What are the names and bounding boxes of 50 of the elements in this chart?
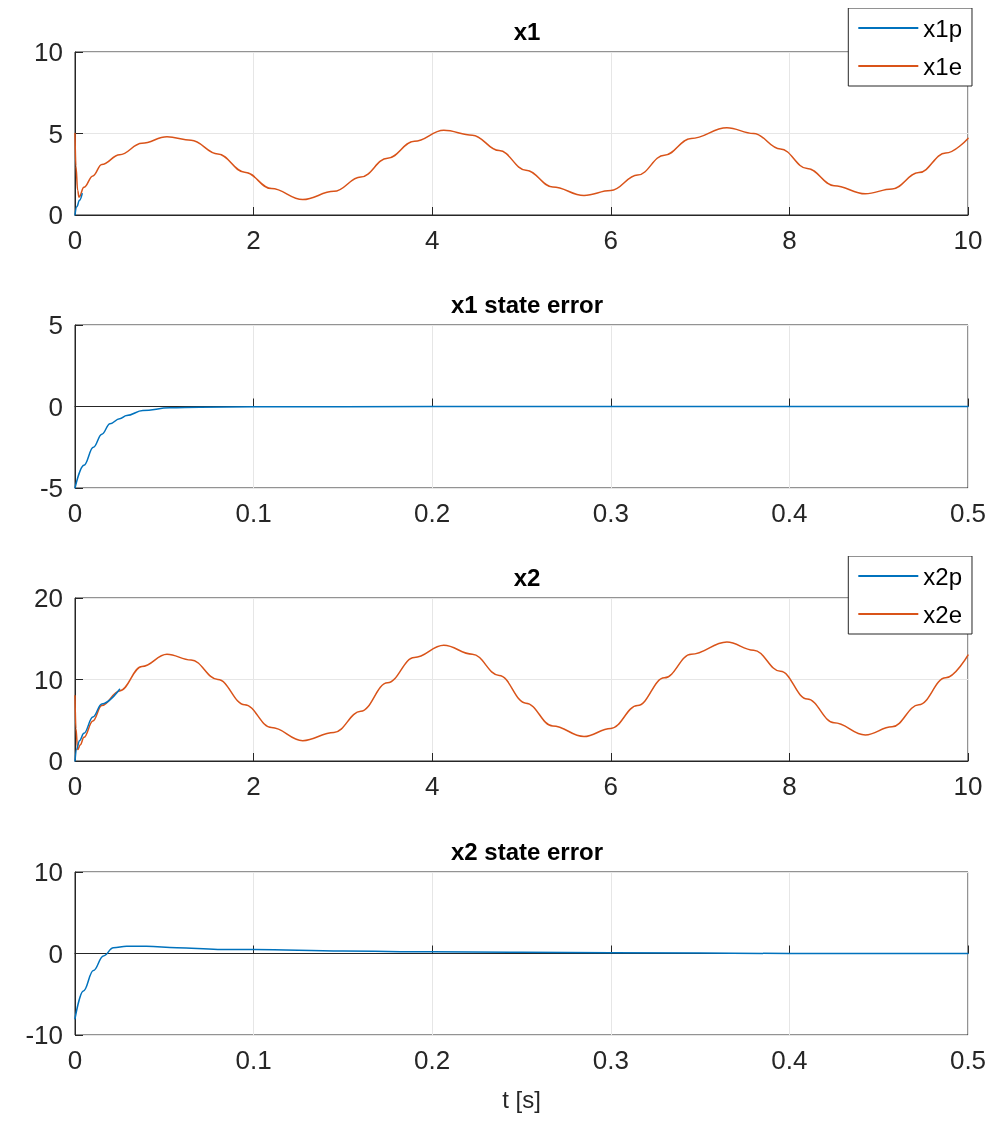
- y-tick-label: 5: [48, 118, 63, 149]
- y-tick-label: -5: [39, 473, 63, 503]
- x-tick-label: 2: [246, 771, 261, 801]
- x-tick-label: 0.1: [235, 498, 272, 528]
- line-series: [74, 193, 83, 216]
- x-tick-label: 0.4: [771, 498, 808, 528]
- x-tick-label: 8: [782, 771, 797, 801]
- x-tick-label: 4: [424, 771, 440, 801]
- chart-title: x1: [513, 17, 541, 45]
- y-tick-label: -10: [25, 1020, 63, 1050]
- x-tick-label: 0.5: [949, 498, 987, 528]
- line-series: [74, 688, 121, 762]
- chart-title: x2 state error: [450, 837, 604, 865]
- line-series: [74, 641, 969, 751]
- x-tick-label: 4: [424, 225, 440, 255]
- x-tick-label: 0.3: [592, 1045, 629, 1075]
- x-tick-label: 0.1: [235, 1045, 272, 1075]
- x-tick-label: 6: [603, 225, 619, 255]
- legend-label: x1e: [923, 52, 963, 80]
- line-series: [74, 127, 969, 201]
- x-tick-label: 0: [67, 225, 83, 255]
- y-tick-label: 0: [48, 938, 63, 969]
- x-tick-label: 2: [246, 225, 261, 255]
- legend-label: x2e: [923, 600, 963, 628]
- x-axis-title: t [s]: [502, 1085, 541, 1113]
- x-tick-label: 8: [782, 225, 797, 255]
- x-tick-label: 0.2: [414, 1045, 451, 1075]
- legend-label: x1p: [923, 14, 963, 42]
- x-tick-label: 0.5: [949, 1045, 987, 1075]
- y-tick-label: 0: [48, 746, 63, 776]
- y-tick-label: 20: [34, 583, 63, 613]
- y-tick-label: 10: [34, 664, 63, 695]
- y-tick-label: 10: [34, 857, 63, 887]
- x-tick-label: 0: [67, 498, 83, 528]
- x-tick-label: 6: [603, 771, 619, 801]
- y-tick-label: 10: [34, 37, 63, 67]
- x-tick-label: 0.2: [414, 498, 451, 528]
- x-tick-label: 0: [67, 771, 83, 801]
- y-tick-label: 0: [48, 391, 63, 422]
- x-tick-label: 10: [953, 225, 983, 255]
- legend-label: x2p: [923, 562, 963, 590]
- y-tick-label: 5: [48, 310, 63, 340]
- x-tick-label: 0.4: [771, 1045, 808, 1075]
- y-tick-label: 0: [48, 200, 63, 230]
- x-tick-label: 0: [67, 1045, 83, 1075]
- x-tick-label: 0.3: [592, 498, 629, 528]
- chart-title: x2: [513, 563, 541, 591]
- chart-title: x1 state error: [450, 290, 604, 318]
- line-series: [74, 945, 969, 1020]
- x-tick-label: 10: [953, 771, 983, 801]
